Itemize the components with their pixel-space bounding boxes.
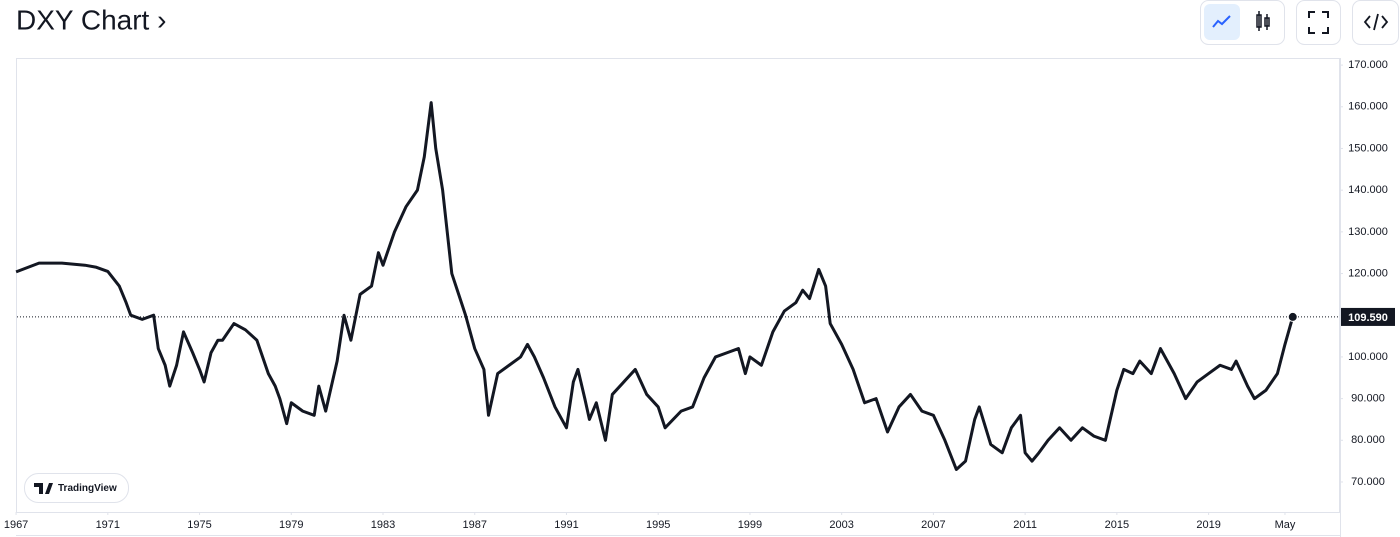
y-tick-label: 150.000 — [1348, 142, 1388, 154]
y-tick-label: 170.000 — [1348, 59, 1388, 71]
toolbar — [1200, 0, 1399, 45]
watermark-text: TradingView — [58, 483, 117, 494]
fullscreen-button[interactable] — [1296, 0, 1341, 45]
x-tick-label: 1983 — [371, 519, 395, 531]
price-line — [15, 101, 1295, 471]
x-tick-label: 1987 — [462, 519, 486, 531]
last-price-label: 109.590 — [1348, 312, 1388, 324]
y-tick-label: 120.000 — [1348, 267, 1388, 279]
x-tick-label: 1999 — [738, 519, 762, 531]
y-tick-label: 100.000 — [1348, 351, 1388, 363]
y-tick-label: 90.000 — [1351, 393, 1385, 405]
last-price-dot — [1287, 311, 1298, 322]
x-tick-label: 2011 — [1013, 519, 1037, 531]
x-tick-label: 1995 — [646, 519, 670, 531]
line-style-button[interactable] — [1204, 4, 1240, 40]
x-tick-label: 2015 — [1105, 519, 1129, 531]
chart-title[interactable]: DXY Chart › — [16, 4, 166, 35]
last-price-box — [1341, 307, 1395, 326]
y-tick-label: 130.000 — [1348, 226, 1388, 238]
watermark-badge[interactable]: TradingView — [24, 473, 129, 503]
x-tick-label: 1979 — [279, 519, 303, 531]
line-icon — [1212, 15, 1231, 28]
candle-style-button[interactable] — [1256, 11, 1270, 31]
y-tick-label: 80.000 — [1351, 434, 1385, 446]
y-tick-label: 160.000 — [1348, 101, 1388, 113]
x-tick-label: 2003 — [829, 519, 853, 531]
y-tick-label: 140.000 — [1348, 184, 1388, 196]
x-tick-label: May — [1275, 519, 1296, 531]
x-tick-label: 1967 — [4, 519, 28, 531]
x-tick-label: 1971 — [96, 519, 120, 531]
plot-frame — [16, 58, 1340, 513]
y-tick-label: 70.000 — [1351, 476, 1385, 488]
embed-icon — [1363, 13, 1389, 31]
x-tick-label: 2007 — [921, 519, 945, 531]
x-tick-label: 2019 — [1196, 519, 1220, 531]
x-tick-label: 1991 — [554, 519, 578, 531]
fullscreen-icon — [1308, 11, 1329, 34]
x-tick-label: 1975 — [187, 519, 211, 531]
